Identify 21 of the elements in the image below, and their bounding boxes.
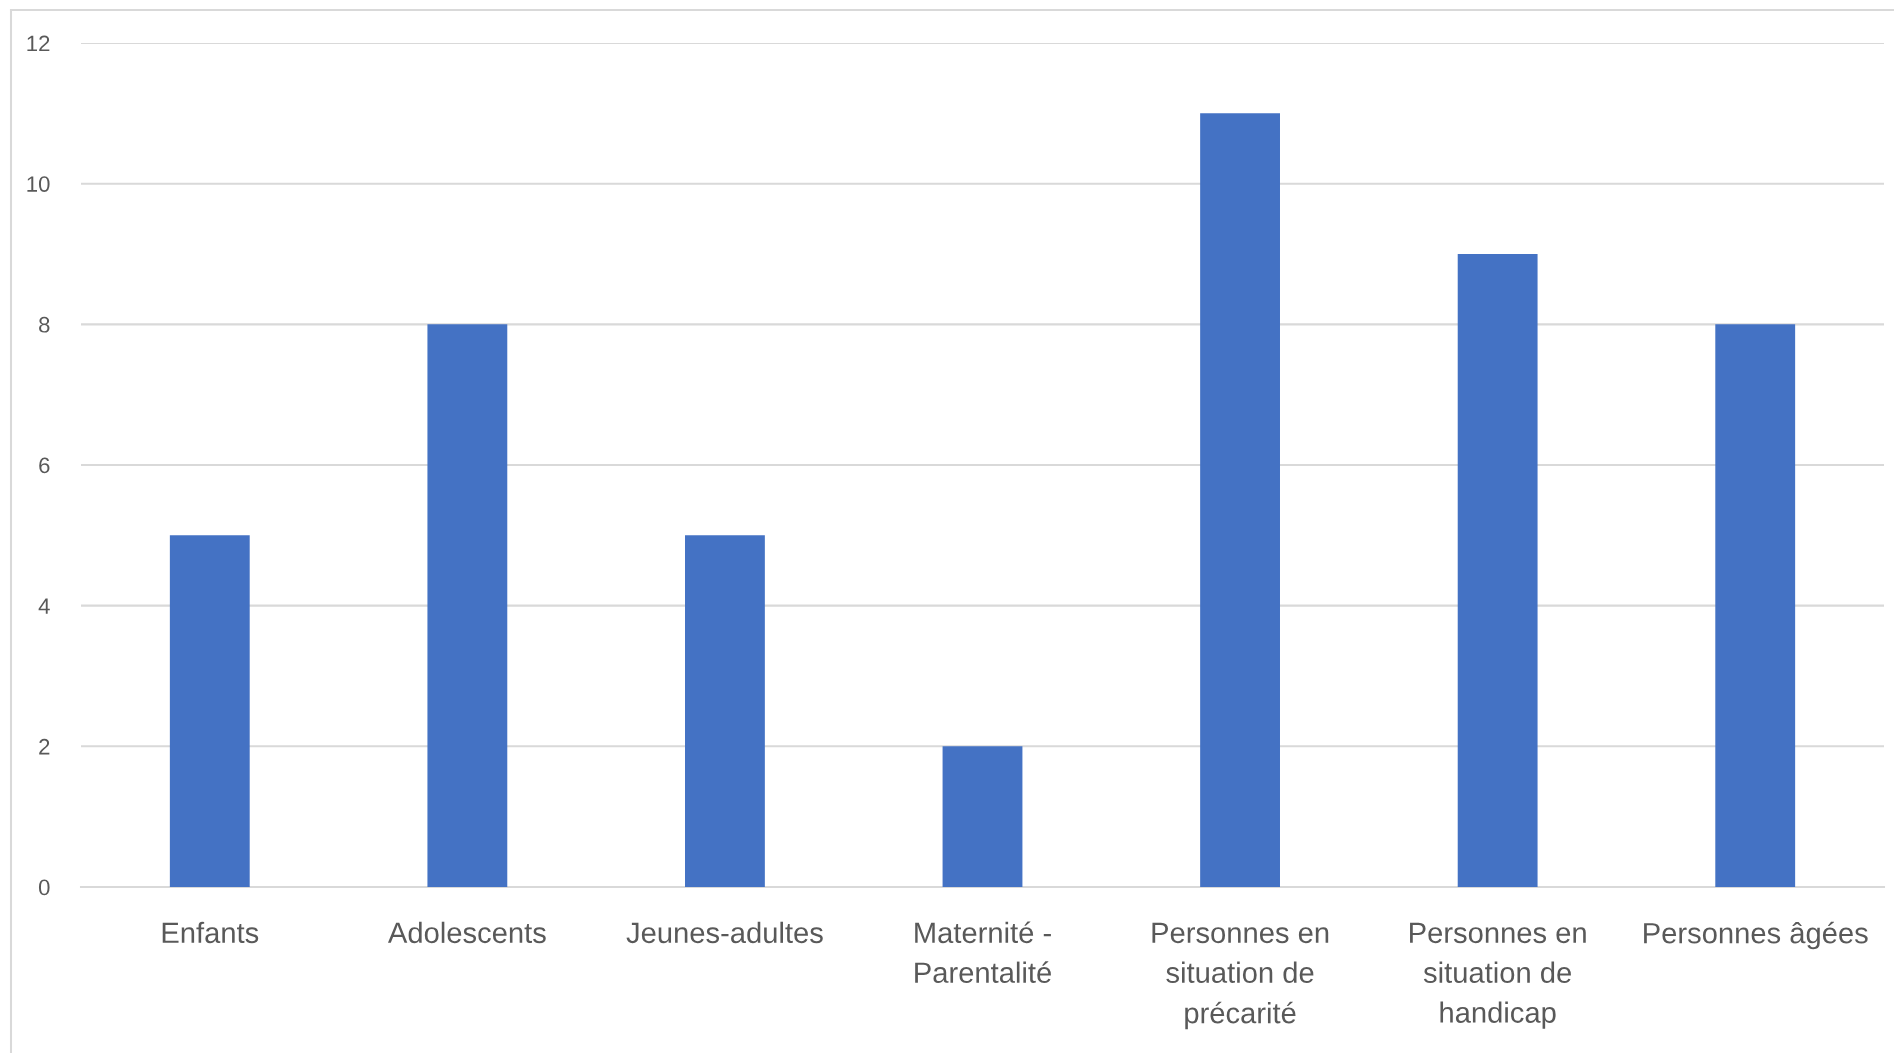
bar [942,746,1023,887]
x-tick-label: Personnes âgées [1644,921,1868,950]
x-tick-label: Personnes en situation de handicap [1410,922,1586,1029]
bar [169,535,250,887]
y-tick-label: 6 [39,457,50,474]
bar [427,324,508,887]
bar [685,535,765,887]
y-tick-label: 0 [38,879,50,896]
x-tick-label: Jeunes-adultes [626,921,823,944]
x-tick-label: Enfants [162,921,259,944]
bar [1200,113,1280,887]
x-tick-label: Personnes en situation de précarité [1152,922,1329,1030]
x-tick-label: Maternité - Parentalité [915,921,1051,984]
y-tick-label: 10 [27,176,50,192]
y-tick-label: 12 [27,35,50,52]
x-tick-label: Adolescents [387,921,546,944]
y-tick-label: 2 [39,738,50,755]
bar [1457,254,1538,887]
bar [1715,324,1796,887]
y-tick-label: 8 [39,316,50,333]
y-tick-label: 4 [38,598,50,614]
